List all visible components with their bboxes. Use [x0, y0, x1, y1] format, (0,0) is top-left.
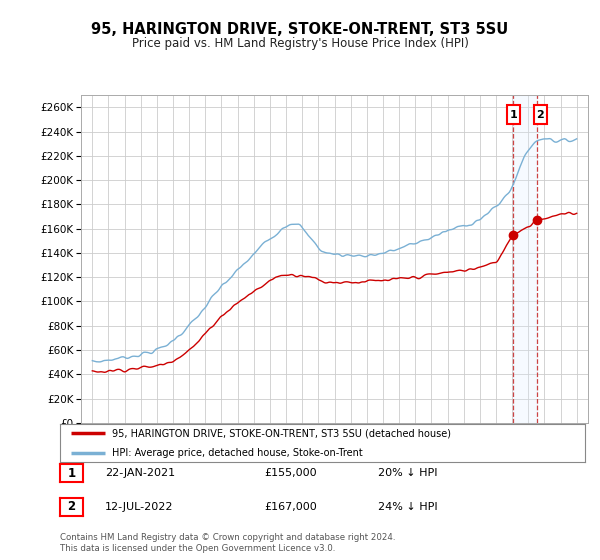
Text: Price paid vs. HM Land Registry's House Price Index (HPI): Price paid vs. HM Land Registry's House …	[131, 37, 469, 50]
Text: Contains HM Land Registry data © Crown copyright and database right 2024.
This d: Contains HM Land Registry data © Crown c…	[60, 533, 395, 553]
Text: 22-JAN-2021: 22-JAN-2021	[105, 468, 175, 478]
Text: 20% ↓ HPI: 20% ↓ HPI	[378, 468, 437, 478]
Text: 1: 1	[67, 466, 76, 480]
Text: £155,000: £155,000	[264, 468, 317, 478]
Text: 12-JUL-2022: 12-JUL-2022	[105, 502, 173, 512]
Text: HPI: Average price, detached house, Stoke-on-Trent: HPI: Average price, detached house, Stok…	[113, 448, 363, 458]
Text: 95, HARINGTON DRIVE, STOKE-ON-TRENT, ST3 5SU (detached house): 95, HARINGTON DRIVE, STOKE-ON-TRENT, ST3…	[113, 428, 452, 438]
Text: 2: 2	[67, 500, 76, 514]
Text: 24% ↓ HPI: 24% ↓ HPI	[378, 502, 437, 512]
Text: 1: 1	[509, 110, 517, 120]
Text: £167,000: £167,000	[264, 502, 317, 512]
Text: 2: 2	[536, 110, 544, 120]
FancyBboxPatch shape	[534, 105, 547, 124]
Text: 95, HARINGTON DRIVE, STOKE-ON-TRENT, ST3 5SU: 95, HARINGTON DRIVE, STOKE-ON-TRENT, ST3…	[91, 22, 509, 38]
FancyBboxPatch shape	[506, 105, 520, 124]
Bar	[513, 95, 537, 423]
